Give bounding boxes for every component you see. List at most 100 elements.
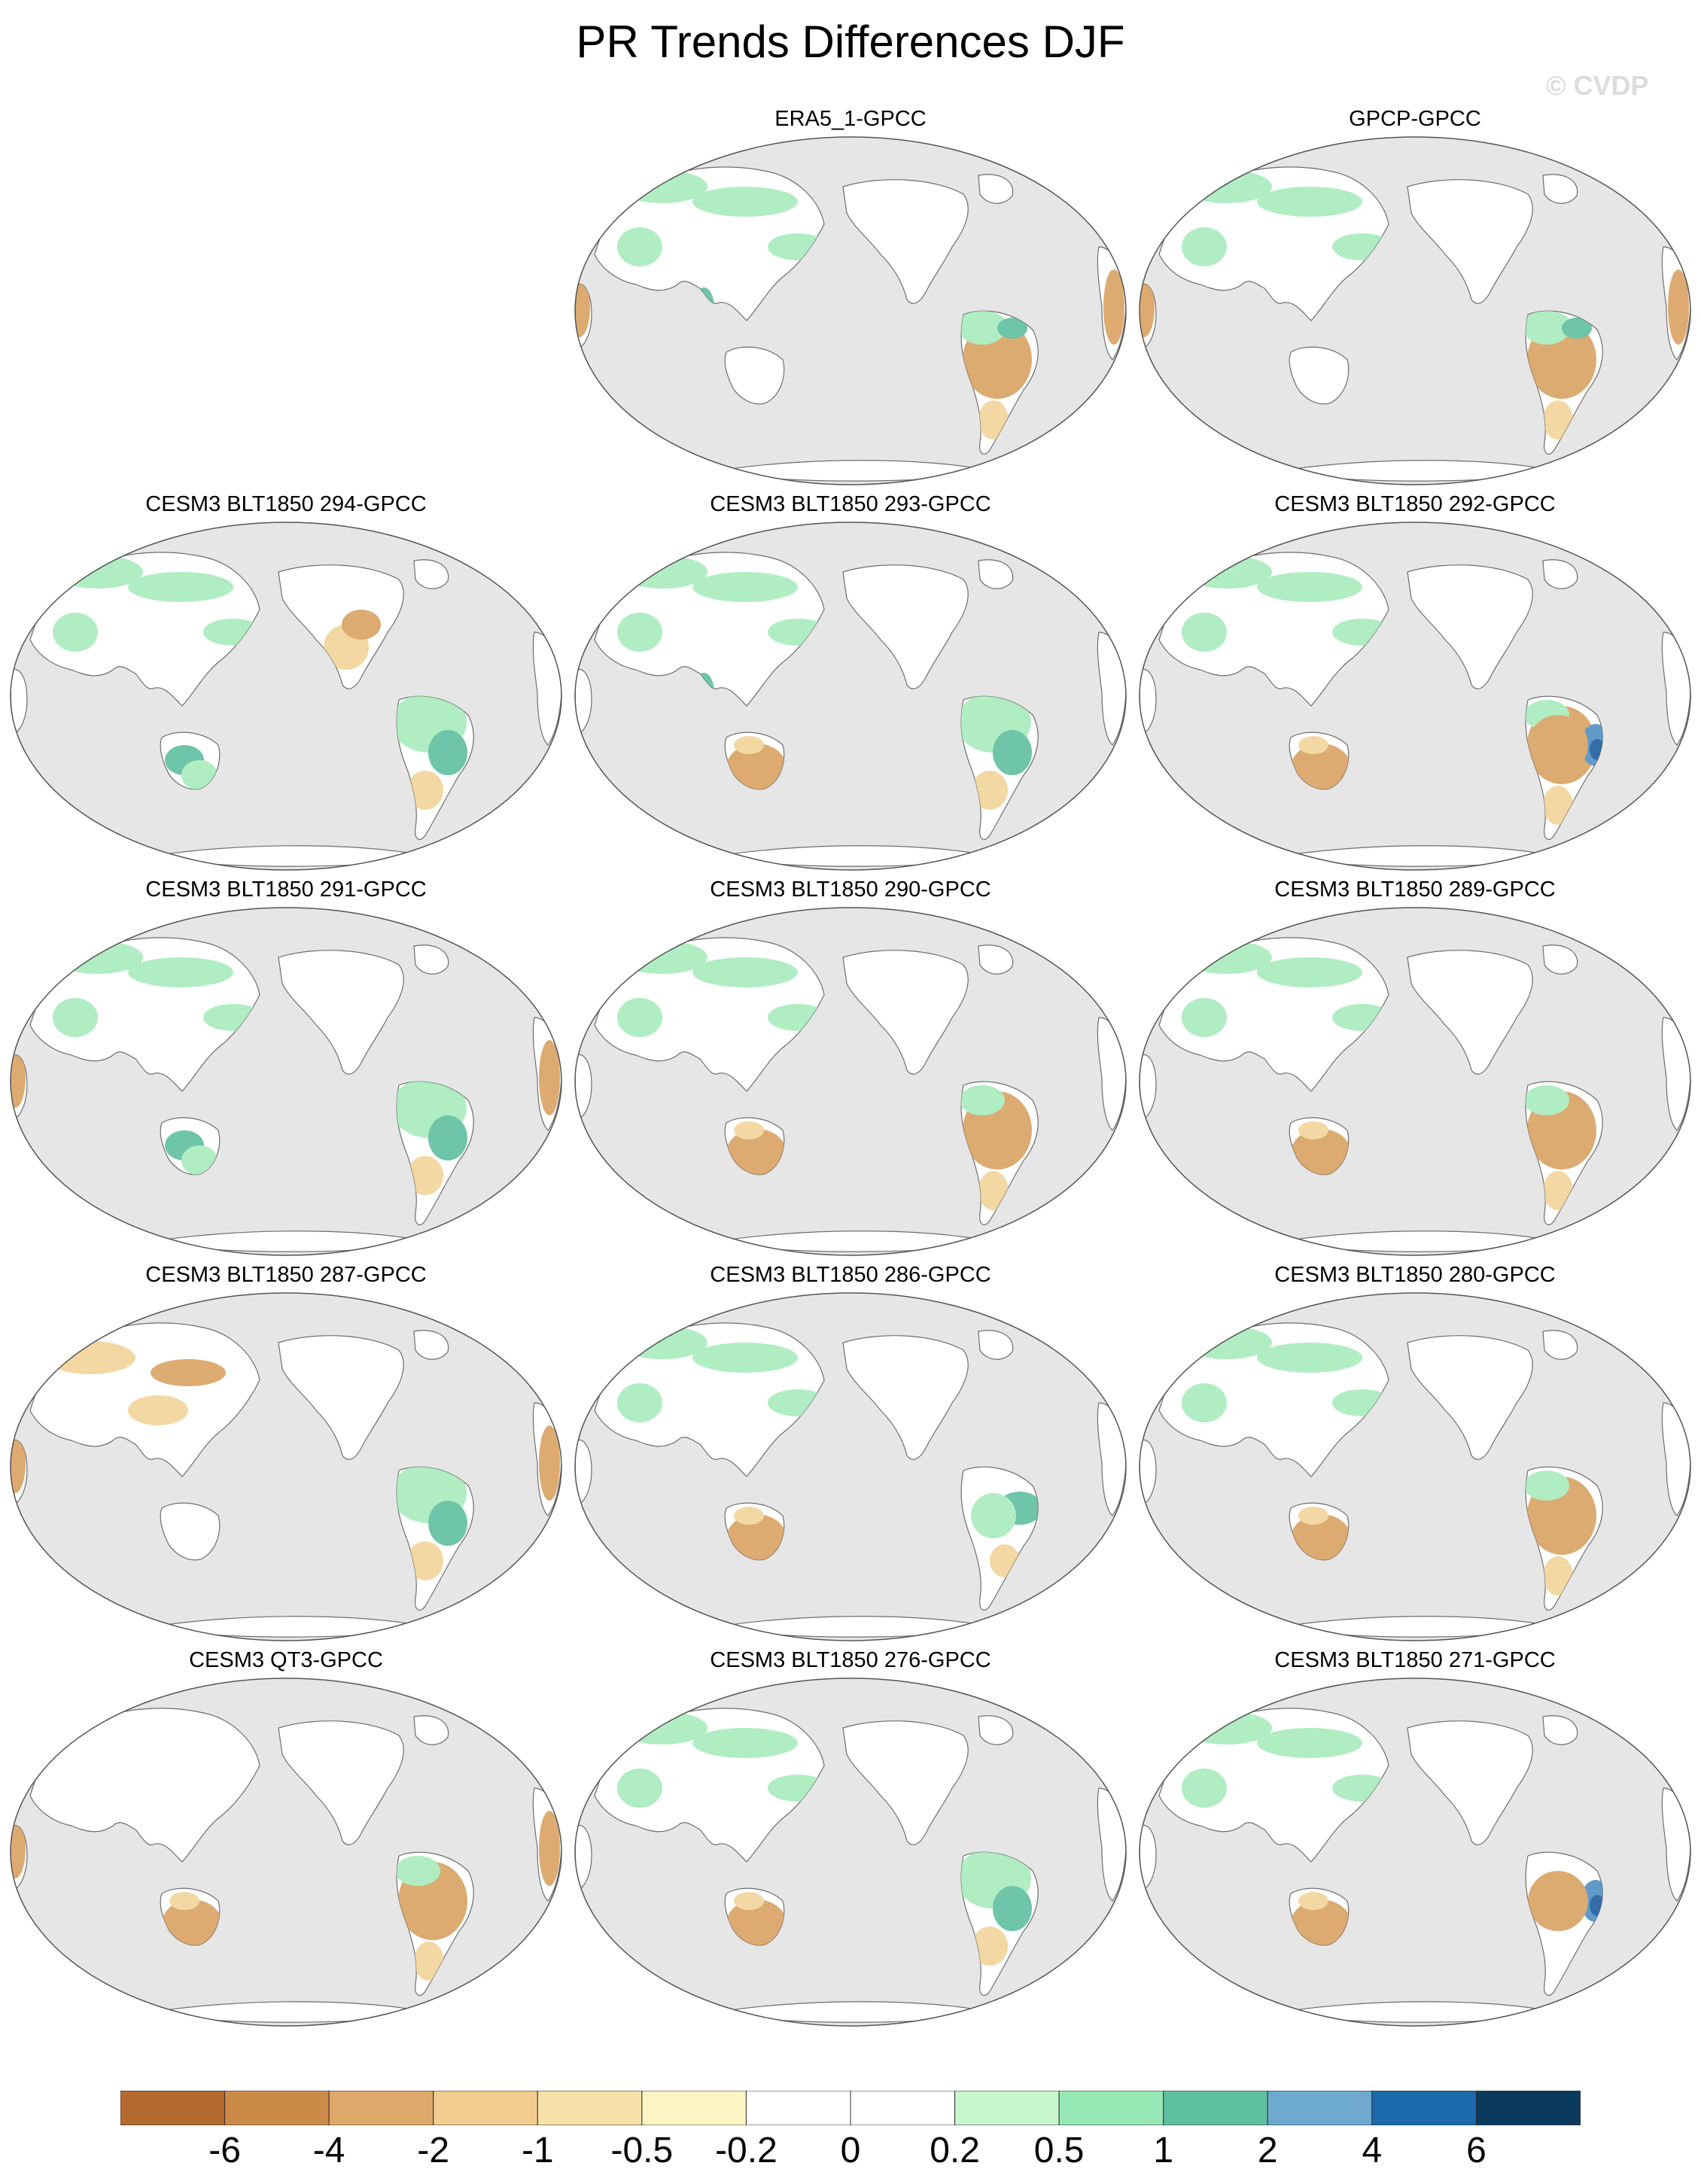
landmass <box>1407 564 1533 689</box>
anomaly-patch <box>1521 311 1572 341</box>
anomaly-patch <box>1528 1871 1588 1931</box>
anomaly-patch <box>726 1129 787 1177</box>
colorbar-swatch <box>1163 2090 1268 2126</box>
colorbar-swatch <box>1475 2090 1581 2126</box>
anomaly-patch <box>53 998 98 1037</box>
map-border <box>1139 1678 1691 2027</box>
landmass <box>413 1330 449 1360</box>
anomaly-patch <box>960 1085 1005 1115</box>
anomaly-patch <box>575 277 590 337</box>
anomaly-patch <box>993 1886 1032 1931</box>
map-panel: CESM3 BLT1850 294-GPCC <box>8 491 564 871</box>
anomaly-patch <box>11 1818 26 1878</box>
anomaly-patch <box>692 1343 798 1373</box>
landmass <box>160 1502 221 1561</box>
anomaly-patch <box>1524 1085 1569 1115</box>
anomaly-patch <box>1298 1121 1328 1139</box>
watermark: © CVDP <box>1546 70 1649 101</box>
anomaly-patch <box>692 187 798 217</box>
map-panel: CESM3 BLT1850 289-GPCC <box>1137 876 1693 1256</box>
colorbar-tick-label: 0.5 <box>1033 2131 1085 2170</box>
landmass <box>842 1720 969 1845</box>
map-border <box>574 1292 1127 1641</box>
colorbar-swatch <box>954 2090 1060 2126</box>
anomaly-patch <box>692 572 798 602</box>
colorbar-tick-label: 4 <box>1362 2131 1383 2170</box>
colorbar-swatch <box>850 2090 956 2126</box>
colorbar-swatch <box>641 2090 747 2126</box>
landmass <box>1542 1715 1578 1745</box>
map-panel: CESM3 BLT1850 293-GPCC <box>572 491 1129 871</box>
map-border <box>10 1678 562 2027</box>
anomaly-patch <box>972 771 1008 810</box>
colorbar-tick-label: 1 <box>1153 2131 1174 2170</box>
anomaly-patch <box>53 613 98 652</box>
anomaly-patch <box>978 1171 1009 1210</box>
landmass <box>29 1708 260 1863</box>
map-panel: CESM3 BLT1850 271-GPCC <box>1137 1647 1693 2027</box>
colorbar-tick-label: -6 <box>208 2131 241 2170</box>
panel-title: CESM3 BLT1850 276-GPCC <box>710 1648 991 1672</box>
colorbar-swatch <box>745 2090 851 2126</box>
anomaly-patch <box>972 1927 1008 1966</box>
anomaly-patch <box>692 957 798 987</box>
anomaly-patch <box>162 1900 222 1948</box>
colorbar-swatch <box>224 2090 330 2126</box>
colorbar-tick-label: 6 <box>1466 2131 1486 2170</box>
panel-title: CESM3 BLT1850 294-GPCC <box>145 492 427 516</box>
anomaly-patch <box>1668 269 1689 345</box>
colorbar-tick-label: 2 <box>1257 2131 1278 2170</box>
map-panel: ERA5_1-GPCC <box>572 105 1129 485</box>
landmass <box>842 950 969 1075</box>
anomaly-patch <box>407 771 443 810</box>
colorbar-tick-label: 0.2 <box>930 2131 980 2170</box>
anomaly-patch <box>1257 1343 1362 1373</box>
landmass <box>842 564 969 689</box>
anomaly-patch <box>1103 269 1124 345</box>
landmass <box>1542 174 1578 204</box>
panel-title: CESM3 BLT1850 286-GPCC <box>710 1263 991 1287</box>
anomaly-patch <box>1543 1556 1573 1595</box>
anomaly-patch <box>617 613 662 652</box>
anomaly-patch <box>726 1900 787 1948</box>
panel-title: CESM3 BLT1850 291-GPCC <box>145 878 427 902</box>
anomaly-patch <box>734 1121 764 1139</box>
colorbar-swatch <box>1267 2090 1373 2126</box>
map-border <box>574 136 1127 485</box>
landmass <box>1542 944 1578 975</box>
anomaly-patch <box>734 736 764 754</box>
anomaly-patch <box>1543 400 1573 440</box>
landmass <box>978 1330 1014 1360</box>
landmass <box>978 174 1014 204</box>
world-map <box>10 1292 562 1641</box>
anomaly-patch <box>734 1507 764 1525</box>
map-panel: CESM3 BLT1850 287-GPCC <box>8 1261 564 1641</box>
world-map <box>10 522 562 871</box>
anomaly-patch <box>128 957 233 987</box>
anomaly-patch <box>407 1156 443 1195</box>
landmass <box>413 559 449 589</box>
anomaly-patch <box>428 1115 467 1160</box>
anomaly-patch <box>1182 998 1227 1037</box>
colorbar-tick-label: -0.5 <box>610 2131 674 2170</box>
world-map <box>10 907 562 1256</box>
anomaly-patch <box>957 311 1008 341</box>
world-map <box>1139 1292 1691 1641</box>
anomaly-patch <box>726 1514 787 1562</box>
landmass <box>413 1715 449 1745</box>
panel-title: ERA5_1-GPCC <box>774 107 927 131</box>
map-border <box>1139 1292 1691 1641</box>
anomaly-patch <box>1291 1129 1351 1177</box>
colorbar-swatch <box>537 2090 643 2126</box>
landmass <box>278 1335 404 1460</box>
map-border <box>1139 907 1691 1256</box>
anomaly-patch <box>1291 1900 1351 1948</box>
colorbar-swatch <box>433 2090 538 2126</box>
anomaly-patch <box>1291 744 1351 792</box>
colorbar-tick-label: -4 <box>312 2131 345 2170</box>
colorbar-tick-label: -1 <box>521 2131 554 2170</box>
map-border <box>1139 136 1691 485</box>
map-panel: CESM3 BLT1850 290-GPCC <box>572 876 1129 1256</box>
colorbar-labels: -6 -4 -2 -1 -0.5 -0.2 0 0.2 0.5 1 2 4 6 <box>0 2128 1701 2173</box>
anomaly-patch <box>1182 1769 1227 1808</box>
